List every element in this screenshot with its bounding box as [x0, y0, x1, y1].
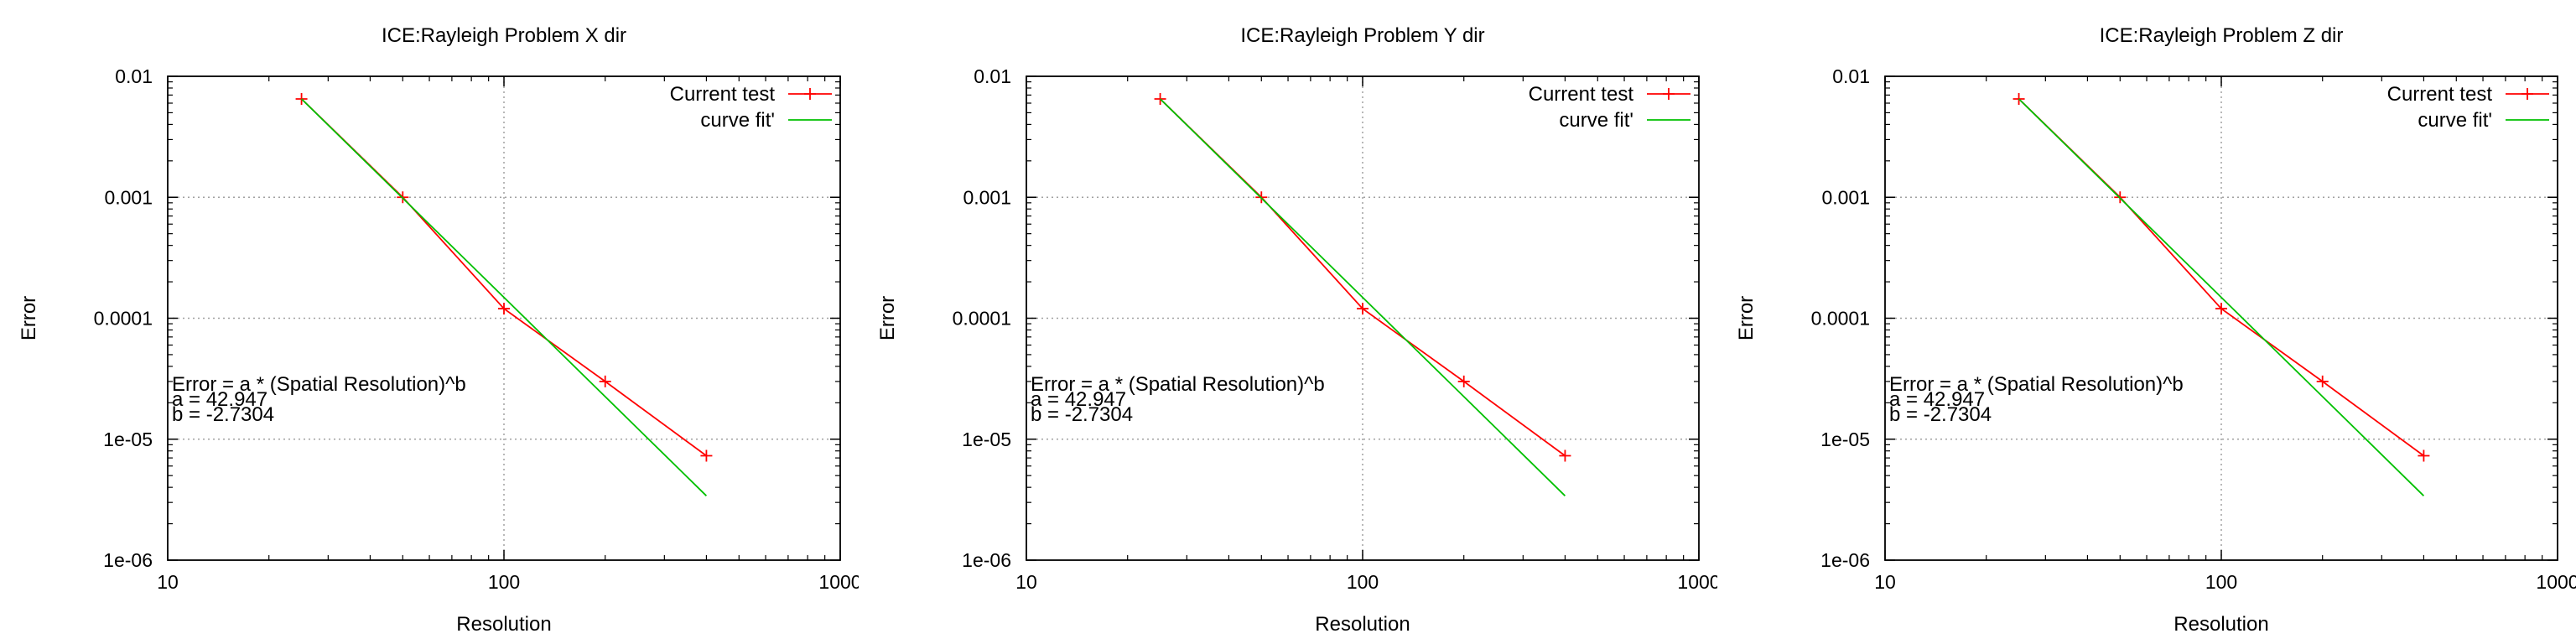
- y-tick-label: 1e-05: [962, 428, 1011, 450]
- y-tick-label: 0.0001: [94, 308, 153, 330]
- y-tick-label: 0.001: [963, 186, 1011, 208]
- legend-label: Current test: [1529, 83, 1634, 106]
- legend-label: curve fit': [700, 109, 775, 132]
- curve-fit-line: [300, 98, 708, 496]
- chart-panel-y: 10 100 1000 1e-06 1e-05 0.0001 0.001 0.01 ICE:Ra…: [859, 0, 1717, 644]
- chart-panel-x: 10 100 1000 1e-06 1e-05 0.0001 0.001 0.01 ICE:Ra…: [0, 0, 859, 644]
- y-axis-label: Error: [18, 296, 40, 340]
- x-axis-label: Resolution: [1315, 613, 1410, 636]
- y-axis-label: Error: [1735, 296, 1758, 340]
- data-point-marker: [1457, 375, 1470, 387]
- fit-annotation-line: a = 42.947: [1889, 388, 1985, 411]
- y-tick-label: 1e-05: [1820, 428, 1870, 450]
- x-tick-label: 100: [2205, 571, 2237, 593]
- y-tick-label: 0.01: [1832, 65, 1870, 87]
- chart-title: ICE:Rayleigh Problem Z dir: [2100, 24, 2344, 47]
- data-point-marker: [700, 449, 713, 462]
- curve-fit-line: [2018, 98, 2425, 496]
- plot-frame: [167, 75, 841, 561]
- data-point-marker: [599, 375, 611, 387]
- legend-label: Current test: [670, 83, 776, 106]
- fit-annotation-line: Error = a * (Spatial Resolution)^b: [1889, 373, 2184, 396]
- y-tick-label: 1e-06: [962, 549, 1011, 571]
- chart-svg: 10 100 1000 1e-06 1e-05 0.0001 0.001 0.01 ICE:Ra…: [18, 24, 859, 636]
- data-point-marker: [1559, 449, 1571, 462]
- chart-title: ICE:Rayleigh Problem X dir: [382, 24, 626, 47]
- y-tick-label: 0.001: [1821, 186, 1870, 208]
- legend-marker: [1663, 88, 1675, 100]
- fit-annotation-line: b = -2.7304: [1031, 403, 1133, 426]
- x-tick-label: 10: [1015, 571, 1037, 593]
- chart-panel-z: 10 100 1000 1e-06 1e-05 0.0001 0.001 0.01 ICE:Ra…: [1717, 0, 2576, 644]
- x-axis-label: Resolution: [456, 613, 551, 636]
- data-point-marker: [2418, 449, 2430, 462]
- x-tick-label: 100: [488, 571, 520, 593]
- y-tick-label: 1e-05: [103, 428, 153, 450]
- y-tick-label: 1e-06: [103, 549, 153, 571]
- y-tick-label: 0.01: [974, 65, 1011, 87]
- plot-frame: [1884, 75, 2558, 561]
- fit-annotation-line: a = 42.947: [1031, 388, 1126, 411]
- curve-fit-line: [1159, 98, 1566, 496]
- legend-label: Current test: [2387, 83, 2493, 106]
- y-tick-label: 0.001: [104, 186, 153, 208]
- y-tick-label: 0.0001: [953, 308, 1011, 330]
- x-tick-label: 100: [1347, 571, 1379, 593]
- fit-annotation-line: Error = a * (Spatial Resolution)^b: [172, 373, 466, 396]
- chart-svg: 10 100 1000 1e-06 1e-05 0.0001 0.001 0.01 ICE:Ra…: [876, 24, 1717, 636]
- x-axis-label: Resolution: [2174, 613, 2268, 636]
- legend-marker: [2521, 88, 2533, 100]
- data-point-marker: [498, 303, 510, 315]
- data-point-marker: [2012, 92, 2025, 105]
- fit-annotation-line: b = -2.7304: [172, 403, 274, 426]
- data-point-marker: [295, 92, 308, 105]
- y-tick-label: 0.01: [115, 65, 153, 87]
- legend-label: curve fit': [2418, 109, 2492, 132]
- y-axis-label: Error: [876, 296, 899, 340]
- plot-frame: [1026, 75, 1700, 561]
- legend-label: curve fit': [1559, 109, 1633, 132]
- legend-marker: [804, 88, 816, 100]
- data-point-marker: [1154, 92, 1166, 105]
- chart-svg: 10 100 1000 1e-06 1e-05 0.0001 0.001 0.01 ICE:Ra…: [1735, 24, 2576, 636]
- data-point-marker: [2316, 375, 2329, 387]
- fit-annotation-line: b = -2.7304: [1889, 403, 1992, 426]
- y-tick-label: 0.0001: [1811, 308, 1870, 330]
- x-tick-label: 10: [157, 571, 179, 593]
- data-point-marker: [2215, 303, 2227, 315]
- y-tick-label: 1e-06: [1820, 549, 1870, 571]
- fit-annotation-line: Error = a * (Spatial Resolution)^b: [1031, 373, 1325, 396]
- x-tick-label: 10: [1874, 571, 1896, 593]
- x-tick-label: 1000: [818, 571, 859, 593]
- x-tick-label: 1000: [2536, 571, 2576, 593]
- data-point-marker: [1357, 303, 1368, 315]
- fit-annotation-line: a = 42.947: [172, 388, 267, 411]
- x-tick-label: 1000: [1677, 571, 1717, 593]
- chart-title: ICE:Rayleigh Problem Y dir: [1240, 24, 1484, 47]
